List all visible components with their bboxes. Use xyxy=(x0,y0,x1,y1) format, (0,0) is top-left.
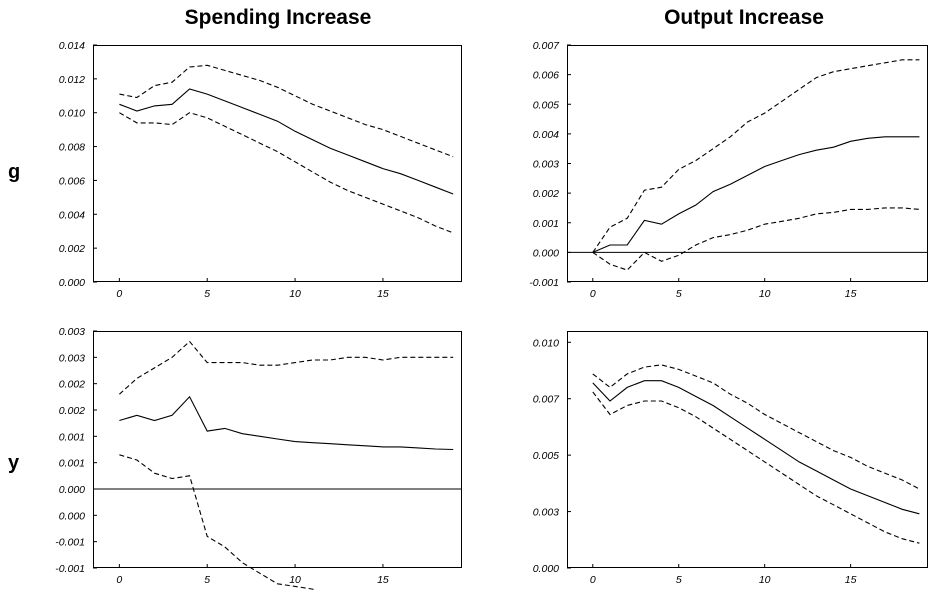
y-tick-label: -0.001 xyxy=(55,563,85,575)
y-tick-label: 0.010 xyxy=(533,337,559,349)
x-tick-label: 0 xyxy=(116,574,122,586)
y-tick-label: 0.003 xyxy=(59,326,85,338)
y-tick-label: 0.001 xyxy=(533,218,559,230)
y-tick-label: 0.012 xyxy=(59,74,85,86)
y-tick-label: 0.007 xyxy=(533,40,560,52)
y-tick-label: 0.005 xyxy=(533,450,559,462)
x-tick-label: 5 xyxy=(204,288,210,300)
y-tick-label: 0.010 xyxy=(59,108,85,120)
y-tick-label: 0.003 xyxy=(533,507,559,519)
y-tick-label: 0.000 xyxy=(533,247,559,259)
x-tick-label: 0 xyxy=(116,288,122,300)
confidence-band-line xyxy=(592,207,920,271)
plot-frame xyxy=(93,331,462,568)
impulse-response-line xyxy=(592,380,920,515)
y-tick-label: 0.006 xyxy=(59,175,85,187)
y-tick-label: 0.000 xyxy=(59,484,85,496)
x-tick-label: 5 xyxy=(676,288,682,300)
x-tick-label: 15 xyxy=(845,288,857,300)
confidence-band-line xyxy=(592,59,920,253)
x-tick-label: 5 xyxy=(204,574,210,586)
y-tick-label: 0.000 xyxy=(59,277,85,289)
plot-frame xyxy=(93,45,462,282)
y-tick-label: 0.014 xyxy=(59,40,85,52)
panel-1: 0.000 0.002 0.004 0.006 0.008 0.010 0.012 0.014… xyxy=(59,40,462,300)
y-tick-label: 0.003 xyxy=(533,159,559,171)
y-tick-label: 0.007 xyxy=(533,394,560,406)
x-tick-label: 10 xyxy=(289,288,301,300)
confidence-band-line xyxy=(119,112,454,234)
y-tick-label: 0.002 xyxy=(59,379,85,391)
panel-4: 0.000 0.003 0.005 0.007 0.010 0 5 10 15 xyxy=(533,331,928,586)
y-tick-label: 0.001 xyxy=(59,431,85,443)
y-tick-label: 0.008 xyxy=(59,142,85,154)
x-tick-label: 10 xyxy=(289,574,301,586)
plot-frame xyxy=(567,45,928,282)
panel-2: -0.001 0.000 0.001 0.002 0.003 0.004 0.005 0.00… xyxy=(529,40,928,300)
y-tick-label: 0.002 xyxy=(533,188,559,200)
y-tick-label: 0.005 xyxy=(533,99,559,111)
y-tick-label: 0.004 xyxy=(59,209,85,221)
confidence-band-line xyxy=(119,340,454,395)
confidence-band-line xyxy=(119,454,316,590)
column-title-spending: Spending Increase xyxy=(184,6,372,29)
x-tick-label: 15 xyxy=(845,574,857,586)
y-tick-label: -0.001 xyxy=(55,537,85,549)
impulse-response-line xyxy=(119,395,454,451)
y-tick-label: 0.006 xyxy=(533,70,559,82)
x-tick-label: 10 xyxy=(759,574,771,586)
x-tick-label: 15 xyxy=(377,288,389,300)
x-tick-label: 15 xyxy=(377,574,389,586)
row-label-y: y xyxy=(8,452,20,474)
panel-3: -0.001 -0.001 0.000 0.000 0.001 0.001 0.002 0.0… xyxy=(55,326,462,590)
confidence-band-line xyxy=(592,391,920,544)
y-tick-label: 0.003 xyxy=(59,352,85,364)
y-tick-label: 0.004 xyxy=(533,129,559,141)
x-tick-label: 5 xyxy=(676,574,682,586)
x-tick-label: 0 xyxy=(590,288,596,300)
x-tick-label: 10 xyxy=(759,288,771,300)
impulse-response-line xyxy=(592,136,920,253)
y-tick-label: 0.000 xyxy=(533,563,559,575)
impulse-response-line xyxy=(119,88,454,195)
y-tick-label: 0.001 xyxy=(59,458,85,470)
y-tick-label: 0.002 xyxy=(59,405,85,417)
row-label-g: g xyxy=(8,161,21,183)
confidence-band-line xyxy=(592,364,920,490)
y-tick-label: 0.000 xyxy=(59,510,85,522)
plot-frame xyxy=(567,331,928,568)
confidence-band-line xyxy=(119,64,454,158)
y-tick-label: 0.002 xyxy=(59,243,85,255)
x-tick-label: 0 xyxy=(590,574,596,586)
column-title-output: Output Increase xyxy=(664,6,824,29)
y-tick-label: -0.001 xyxy=(529,277,559,289)
